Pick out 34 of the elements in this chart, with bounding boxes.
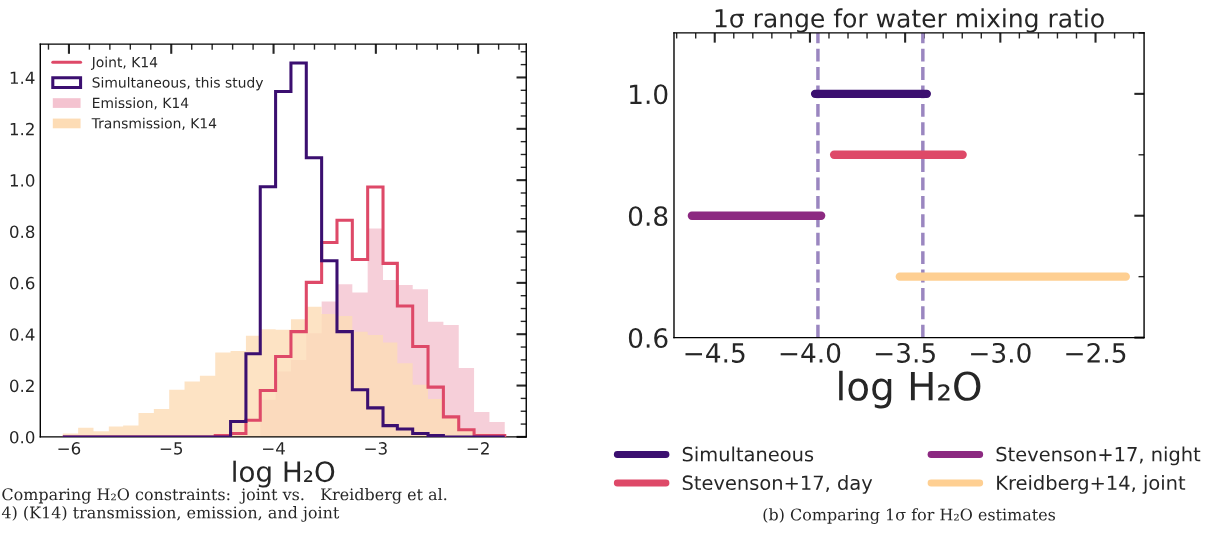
y-tick-label: 0.8 bbox=[628, 206, 668, 227]
y-tick-label: 1.4 bbox=[10, 71, 35, 84]
x-tick-label: −4 bbox=[263, 442, 285, 455]
y-tick-label: 1.2 bbox=[10, 122, 34, 136]
y-tick-label: 0.8 bbox=[10, 225, 35, 239]
x-tick-label: −3.5 bbox=[875, 342, 935, 363]
x-tick-label: −3.0 bbox=[971, 342, 1031, 363]
x-tick-label: −2.5 bbox=[1066, 342, 1126, 363]
x-axis-title: log H₂O bbox=[839, 370, 981, 409]
y-tick-label: 0.2 bbox=[10, 379, 34, 393]
legend-label: Kreidberg+14, joint bbox=[997, 475, 1186, 494]
y-tick-label: 0.6 bbox=[628, 328, 668, 348]
legend-label: Simultaneous bbox=[682, 446, 814, 462]
x-tick-label: −6 bbox=[58, 442, 81, 455]
y-tick-label: 0.4 bbox=[10, 328, 35, 341]
legend-label: Stevenson+17, day bbox=[682, 475, 873, 494]
legend-label: Stevenson+17, night bbox=[996, 446, 1201, 466]
y-tick-label: 1.0 bbox=[630, 84, 668, 105]
x-tick-label: −2 bbox=[467, 442, 489, 455]
legend-label: Emission, K14 bbox=[93, 97, 189, 110]
x-tick-label: −5 bbox=[160, 442, 183, 455]
x-tick-label: −4.0 bbox=[780, 342, 841, 363]
y-tick-label: 0.0 bbox=[10, 430, 35, 444]
text: (b) Comparing 1σ for H₂O estimates bbox=[763, 508, 1056, 524]
x-tick-label: −3 bbox=[365, 442, 387, 455]
text: Comparing H₂O constraints: joint vs. Kreidberg et al. 4) (K14) transmission, emission, and joint bbox=[1, 487, 447, 522]
legend-label: Joint, K14 bbox=[90, 56, 158, 70]
legend-label: Transmission, K14 bbox=[91, 117, 217, 130]
x-axis-title: log H₂O bbox=[233, 460, 335, 488]
x-tick-label: −4.5 bbox=[685, 343, 745, 363]
legend-label: Simultaneous, this study bbox=[92, 76, 264, 91]
chart-title: 1σ range for water mixing ratio bbox=[715, 8, 1104, 33]
y-tick-label: 0.6 bbox=[10, 276, 35, 290]
y-tick-label: 1.0 bbox=[10, 174, 35, 187]
